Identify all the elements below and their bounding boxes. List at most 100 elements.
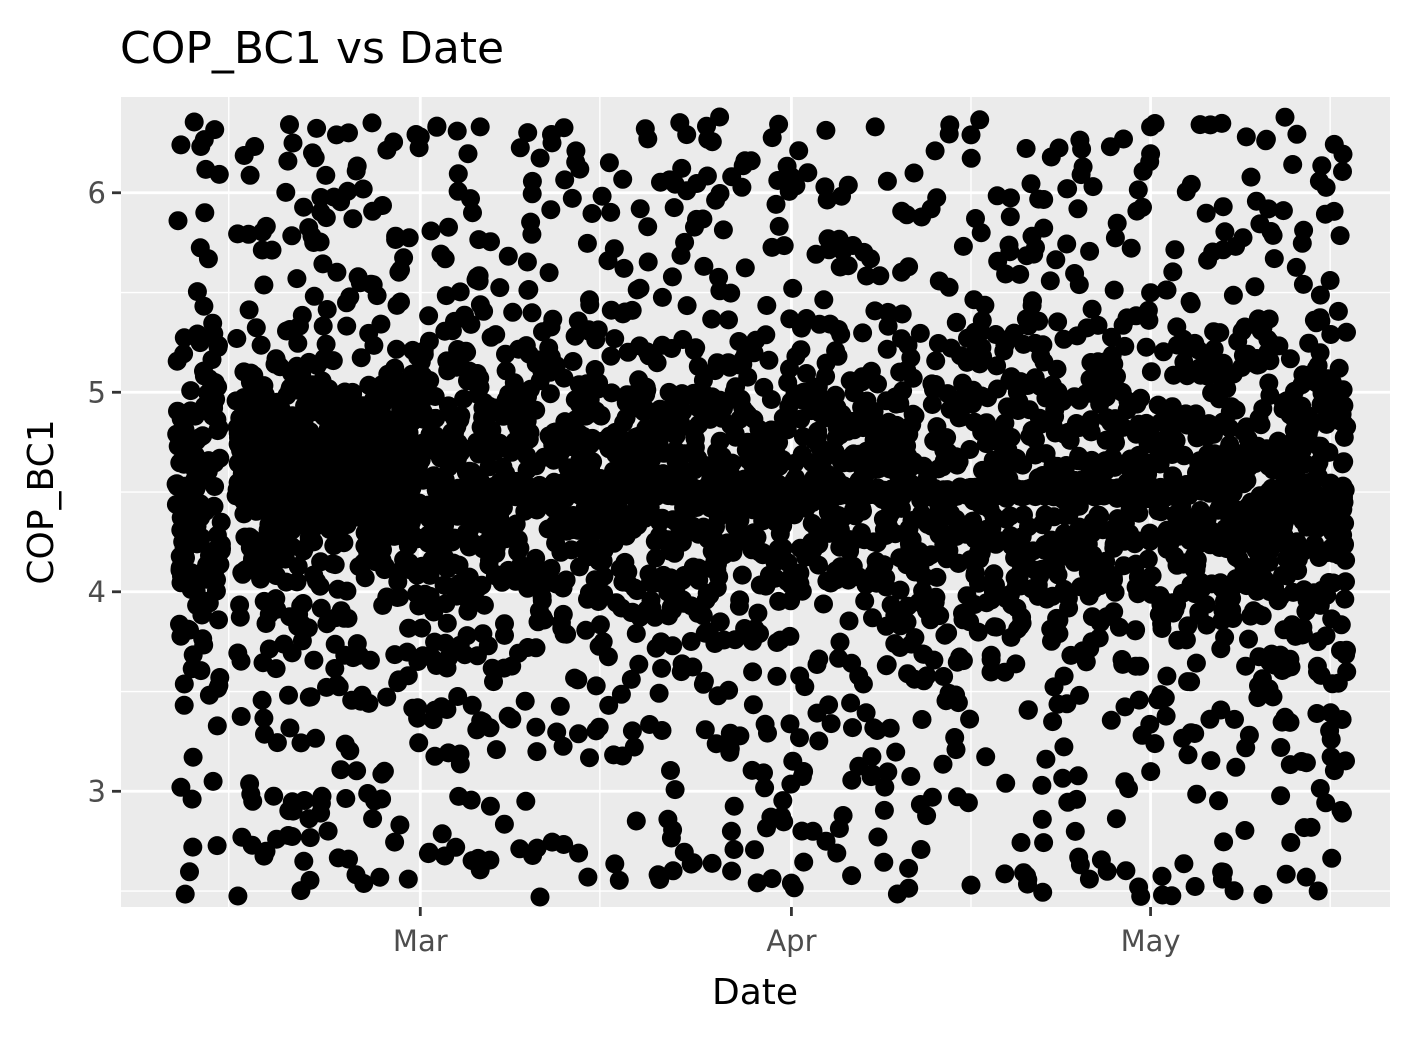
data-point [310, 576, 330, 596]
y-tick-label: 3 [88, 774, 106, 808]
data-point [1067, 789, 1087, 809]
data-point [265, 354, 285, 374]
data-point [474, 301, 494, 321]
data-point [205, 453, 225, 473]
data-point [479, 457, 499, 477]
data-point [412, 618, 432, 638]
data-point [1321, 747, 1341, 767]
data-point [590, 615, 610, 635]
data-point [1073, 157, 1093, 177]
y-axis-title: COP_BC1 [21, 419, 62, 584]
data-point [831, 325, 851, 344]
data-point [243, 791, 263, 811]
data-point [508, 542, 528, 562]
data-point [693, 606, 713, 626]
data-point [842, 866, 862, 886]
data-point [790, 728, 809, 748]
data-point [336, 789, 356, 808]
data-point [778, 373, 798, 393]
data-point [926, 351, 946, 371]
data-point [647, 353, 667, 373]
data-point [518, 280, 538, 300]
data-point [1121, 238, 1141, 258]
data-point [724, 840, 744, 859]
data-point [1331, 801, 1351, 820]
data-point [794, 852, 814, 872]
data-point [1331, 615, 1351, 635]
data-point [279, 801, 299, 821]
data-point [1054, 666, 1074, 686]
data-point [697, 116, 716, 136]
data-point [520, 423, 540, 443]
data-point [864, 401, 884, 421]
data-point [1128, 180, 1148, 200]
data-point [1201, 751, 1221, 771]
data-point [372, 789, 392, 809]
data-point [841, 693, 861, 713]
data-point [578, 867, 598, 887]
data-point [1070, 130, 1090, 150]
data-point [359, 486, 379, 506]
data-point [316, 334, 336, 354]
data-point [634, 402, 654, 422]
data-point [615, 552, 635, 572]
data-point [1017, 246, 1037, 266]
data-point [743, 662, 763, 682]
data-point [304, 286, 324, 306]
data-point [1307, 519, 1327, 539]
data-point [1066, 414, 1086, 433]
data-point [387, 339, 406, 359]
data-point [419, 331, 439, 351]
data-point [557, 624, 577, 644]
data-point [862, 747, 882, 767]
data-point [1141, 144, 1161, 164]
data-point [203, 771, 223, 791]
data-point [447, 121, 467, 141]
y-tick-label: 5 [88, 375, 106, 409]
data-point [754, 763, 773, 783]
data-point [181, 580, 201, 599]
data-point [338, 608, 358, 628]
data-point [1256, 131, 1276, 151]
data-point [1125, 621, 1145, 641]
data-point [1138, 549, 1158, 569]
data-point [897, 205, 917, 225]
data-point [658, 809, 678, 829]
data-point [445, 409, 465, 429]
data-point [705, 634, 725, 653]
data-point [373, 595, 393, 615]
data-point [1101, 710, 1121, 730]
data-point [419, 842, 439, 862]
data-point [809, 731, 829, 751]
data-point [1253, 885, 1273, 904]
data-point [681, 632, 701, 651]
data-point [638, 252, 658, 272]
data-point [636, 377, 656, 397]
data-point [1196, 203, 1216, 223]
data-point [1140, 714, 1160, 734]
data-point [769, 216, 789, 236]
data-point [1141, 762, 1161, 782]
data-point [312, 371, 332, 391]
data-point [241, 499, 260, 519]
y-tick-label: 4 [88, 575, 106, 609]
data-point [1042, 375, 1062, 395]
data-point [522, 303, 542, 323]
data-point [1007, 575, 1026, 595]
data-point [779, 181, 799, 201]
data-point [856, 703, 876, 723]
data-point [984, 564, 1004, 584]
data-point [279, 685, 298, 705]
data-point [766, 194, 786, 214]
data-point [1156, 706, 1176, 726]
data-point [1269, 336, 1289, 356]
data-point [630, 278, 650, 298]
data-point [231, 651, 251, 671]
data-point [517, 252, 537, 272]
data-point [652, 658, 672, 678]
data-point [1136, 578, 1156, 598]
data-point [877, 339, 897, 359]
data-point [207, 836, 227, 856]
data-point [540, 384, 560, 404]
data-point [747, 873, 767, 893]
